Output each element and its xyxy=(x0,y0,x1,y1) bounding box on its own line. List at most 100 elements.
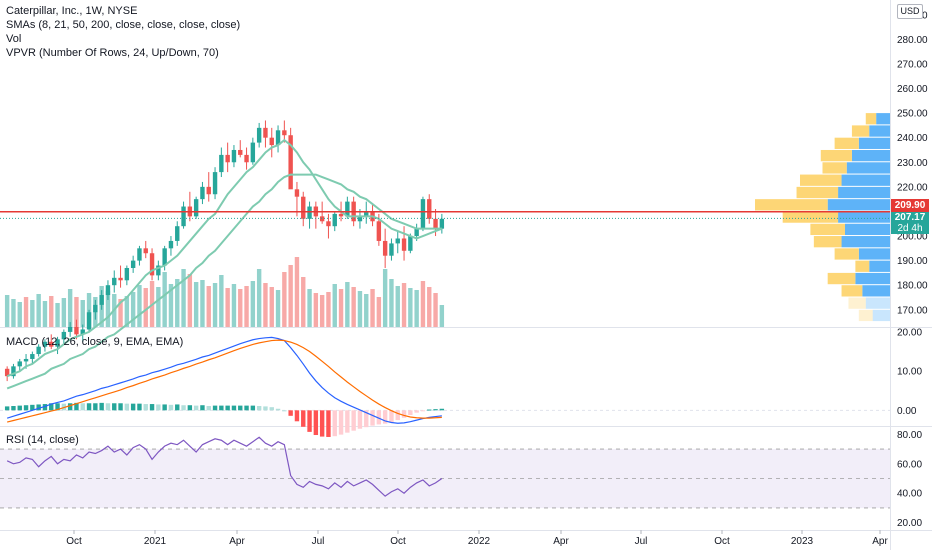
moving-averages xyxy=(6,138,443,390)
candle-body xyxy=(345,201,350,217)
signal-line xyxy=(7,339,442,423)
macd-histogram-bar xyxy=(193,405,199,411)
candle-body xyxy=(420,199,426,229)
vp-row-up xyxy=(838,211,890,223)
macd-histogram-bar xyxy=(307,410,312,432)
candle-body xyxy=(338,213,344,217)
macd-histogram-bar xyxy=(294,410,300,422)
vol-legend[interactable]: Vol xyxy=(6,33,22,45)
volume-bar xyxy=(30,300,35,327)
macd-tick-label: 0.00 xyxy=(897,406,917,417)
volume-bar xyxy=(389,279,394,327)
price-tick-label: 200.00 xyxy=(897,232,928,243)
volume-bar xyxy=(269,287,274,327)
macd-histogram-bar xyxy=(427,409,432,411)
sma-21-line xyxy=(6,173,442,390)
candle-body xyxy=(401,238,407,251)
volume-bar xyxy=(206,286,211,327)
sma-legend[interactable]: SMAs (8, 21, 50, 200, close, close, clos… xyxy=(6,19,241,31)
candle-body xyxy=(86,312,92,330)
volume-bar xyxy=(80,300,85,327)
macd-histogram-bar xyxy=(4,406,10,411)
candle-body xyxy=(124,267,130,281)
candle-body xyxy=(168,240,174,249)
candle-body xyxy=(408,236,413,251)
price-tick-label: 220.00 xyxy=(897,182,928,193)
macd-tick-label: 10.00 xyxy=(897,367,922,378)
candle-body xyxy=(282,130,287,136)
volume-bar xyxy=(4,295,10,327)
macd-histogram-bar xyxy=(175,404,180,411)
candle-body xyxy=(67,327,73,332)
macd-histogram-bar xyxy=(105,403,111,411)
vp-row-down xyxy=(810,223,845,236)
candle-body xyxy=(30,354,35,359)
candle-body xyxy=(376,221,382,241)
macd-histogram-bar xyxy=(238,405,243,411)
vp-row-down xyxy=(851,125,870,137)
candle-body xyxy=(414,228,419,237)
price-tick-label: 270.00 xyxy=(897,59,928,70)
macd-histogram-bar xyxy=(319,410,325,437)
candle-body xyxy=(269,137,274,146)
vp-row-down xyxy=(820,149,852,162)
macd-histogram-bar xyxy=(130,403,136,411)
rsi-legend[interactable]: RSI (14, close) xyxy=(6,434,79,446)
volume-bar xyxy=(376,297,382,327)
volume-bar xyxy=(401,283,407,327)
candle-body xyxy=(4,368,10,377)
macd-histogram-bar xyxy=(181,405,186,411)
vp-row-down xyxy=(822,162,847,174)
macd-histogram-bar xyxy=(137,403,142,411)
candle-body xyxy=(175,226,180,241)
macd-histogram-bar xyxy=(389,410,394,423)
macd-histogram-bar xyxy=(401,410,407,418)
volume-bar xyxy=(17,302,22,327)
candle-body xyxy=(23,358,29,362)
candle-body xyxy=(162,248,167,266)
vp-row-down xyxy=(858,309,873,322)
volume-bar xyxy=(36,294,41,327)
time-tick-label: Apr xyxy=(229,536,245,547)
vp-row-up xyxy=(872,309,890,322)
vp-row-up xyxy=(855,272,890,285)
macd-histogram-bar xyxy=(263,406,268,411)
time-tick-label: Jul xyxy=(635,536,648,547)
macd-histogram-bar xyxy=(23,405,29,411)
volume-bar xyxy=(439,305,445,327)
candle-body xyxy=(99,295,104,305)
vp-row-up xyxy=(851,149,890,162)
currency-button[interactable]: USD xyxy=(897,4,923,19)
macd-histogram-bar xyxy=(156,404,161,411)
vp-row-up xyxy=(869,125,890,137)
symbol-title[interactable]: Caterpillar, Inc., 1W, NYSE xyxy=(6,5,138,17)
price-tick-label: 260.00 xyxy=(897,84,928,95)
volume-bar xyxy=(61,298,67,327)
volume-bar xyxy=(370,289,375,327)
candle-body xyxy=(74,327,79,335)
volume-bar xyxy=(105,291,111,327)
macd-histogram-bar xyxy=(345,410,350,433)
vp-row-up xyxy=(869,260,890,272)
macd-histogram-bar xyxy=(420,410,426,412)
candle-body xyxy=(93,304,98,313)
vp-row-up xyxy=(862,285,890,297)
macd-histogram-bar xyxy=(395,410,400,421)
candle-body xyxy=(137,248,142,261)
vp-row-down xyxy=(782,211,839,223)
candle-body xyxy=(319,216,325,222)
candle-body xyxy=(17,361,22,367)
candle-body xyxy=(55,339,60,347)
macd-legend[interactable]: MACD (12, 26, close, 9, EMA, EMA) xyxy=(6,336,184,348)
candle-body xyxy=(149,253,155,276)
candle-body xyxy=(307,206,312,219)
volume-bar xyxy=(275,290,281,327)
vp-row-down xyxy=(834,137,859,149)
vp-row-up xyxy=(845,223,890,236)
volume-bar xyxy=(137,285,142,327)
vpvr-legend[interactable]: VPVR (Number Of Rows, 24, Up/Down, 70) xyxy=(6,47,219,59)
macd-histogram-bar xyxy=(275,408,281,411)
vp-row-down xyxy=(755,199,828,211)
macd-histogram-bar xyxy=(118,403,123,411)
